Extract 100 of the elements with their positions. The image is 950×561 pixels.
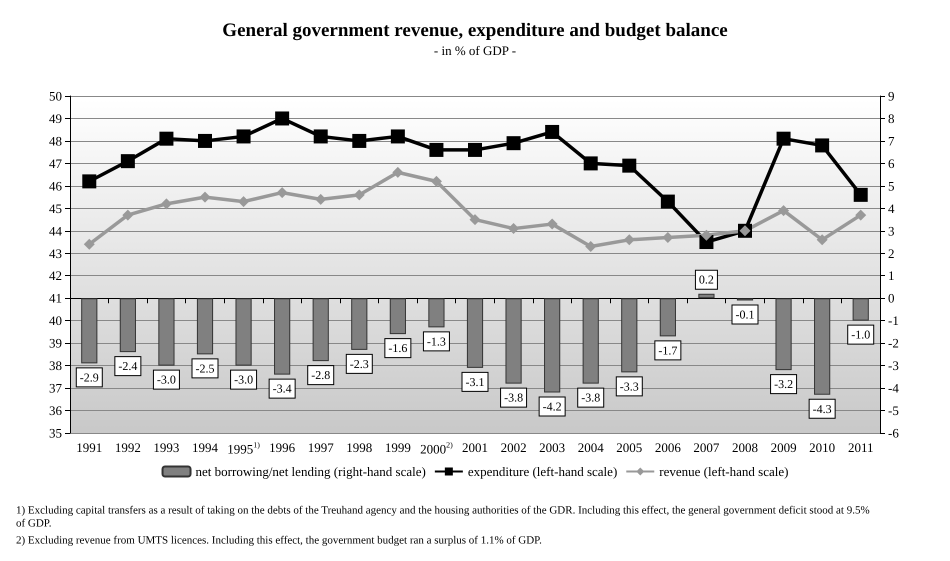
x-tick-label: 2011 (848, 440, 874, 455)
data-label: -4.3 (812, 402, 832, 416)
point (816, 234, 828, 246)
point (238, 196, 250, 208)
point (315, 194, 326, 205)
point (429, 142, 444, 157)
point (352, 134, 366, 148)
x-tick-label: 2003 (539, 440, 566, 455)
point (430, 176, 442, 187)
legend-label: revenue (left-hand scale) (659, 464, 788, 479)
point (160, 198, 172, 210)
x-tick-label: 1998 (346, 440, 372, 455)
y2-tick-label: -5 (888, 403, 899, 418)
y2-tick-label: 1 (888, 268, 894, 284)
chart-subtitle: - in % of GDP - (434, 43, 516, 58)
data-label: -3.0 (156, 372, 176, 387)
data-label: -2.3 (350, 356, 369, 371)
point (468, 142, 482, 157)
point (470, 214, 480, 226)
y-tick-label: 48 (49, 133, 62, 148)
point (84, 238, 95, 250)
y-tick-label: 38 (49, 358, 62, 374)
point (660, 194, 675, 209)
x-tick-label: 2009 (770, 440, 797, 455)
data-label: -3.2 (774, 377, 794, 392)
data-label: -1.6 (388, 341, 408, 356)
x-tick-label: 1999 (384, 440, 411, 455)
y-tick-label: 49 (49, 110, 62, 126)
x-tick-label: 2006 (654, 440, 682, 455)
point (122, 210, 134, 221)
y-tick-label: 41 (49, 290, 62, 306)
point (700, 230, 712, 241)
point (776, 132, 791, 146)
y2-tick-label: -1 (888, 313, 899, 328)
y-tick-label: 39 (49, 336, 62, 351)
y-tick-label: 46 (49, 178, 62, 194)
x-tick-label: 1997 (308, 440, 334, 455)
data-label: -3.0 (234, 372, 254, 387)
y-tick-label: 36 (49, 403, 62, 418)
y2-tick-label: 4 (888, 200, 895, 216)
y2-tick-label: 6 (888, 156, 895, 171)
y-tick-label: 43 (49, 246, 62, 261)
point (198, 134, 212, 148)
x-tick-label: 2010 (809, 440, 836, 455)
y2-tick-label: -2 (888, 336, 899, 351)
text: 2) Excluding revenue from UMTS licences. Including this effect, the government budget ran a surplus of 1.1% of GDP. (16, 534, 542, 546)
y-tick-label: 47 (49, 156, 62, 171)
x-tick-label: 1994 (192, 440, 218, 455)
y-tick-label: 50 (49, 88, 62, 104)
y2-tick-label: -6 (888, 426, 900, 440)
x-tick-label: 1991 (76, 440, 102, 455)
x-tick-label: 2005 (616, 440, 642, 455)
data-label: -3.4 (272, 382, 292, 396)
y2-tick-label: 7 (888, 133, 895, 148)
x-tick-label: 2008 (732, 440, 758, 455)
point (854, 188, 868, 202)
data-label: -1.0 (851, 328, 870, 342)
data-label: -2.8 (311, 368, 330, 382)
point (546, 218, 558, 230)
data-label: -3.3 (620, 379, 639, 394)
y-tick-label: 37 (49, 380, 62, 396)
data-label: -2.9 (80, 370, 99, 384)
data-label: -3.1 (466, 374, 484, 389)
data-label: -0.1 (736, 307, 754, 322)
point (545, 124, 560, 139)
y2-tick-label: 8 (888, 110, 894, 126)
point (200, 192, 210, 203)
point (392, 166, 404, 178)
point (390, 129, 405, 144)
point (624, 234, 635, 246)
y-tick-label: 44 (49, 223, 62, 238)
y2-tick-label: 3 (888, 223, 894, 238)
point (815, 138, 830, 152)
point (584, 156, 598, 170)
y2-tick-label: 9 (888, 88, 894, 104)
data-label: -3.8 (581, 390, 600, 405)
x-tick-label: 2002 (500, 440, 527, 455)
y-tick-label: 40 (49, 313, 62, 328)
y2-tick-label: -3 (888, 358, 899, 374)
chart-title: General government revenue, expenditure and budget balance (222, 20, 728, 41)
x-tick-label: 1996 (269, 440, 296, 455)
point (236, 129, 251, 144)
x-tick-label: 1992 (114, 440, 141, 455)
point (276, 187, 288, 198)
point (159, 132, 174, 146)
y2-tick-label: 0 (888, 290, 894, 306)
point (506, 136, 521, 150)
y-tick-label: 42 (49, 268, 62, 284)
point (82, 174, 96, 188)
data-label: -2.4 (118, 359, 138, 374)
point (120, 154, 135, 168)
point (585, 241, 596, 252)
point (855, 210, 866, 221)
data-label: -4.2 (542, 400, 562, 414)
point (778, 205, 790, 216)
legend-label: net borrowing/net lending (right-hand scale) (196, 464, 426, 479)
point (354, 189, 365, 200)
data-label: -1.7 (658, 343, 678, 358)
x-tick-label: 1993 (153, 440, 180, 455)
text: 1) Excluding capital transfers as a result of taking on the debts of the Treuhand agency and the housing authorities of the GDR. Including this effect, the general government deficit stood at 9.5% of GDP. (16, 504, 872, 530)
